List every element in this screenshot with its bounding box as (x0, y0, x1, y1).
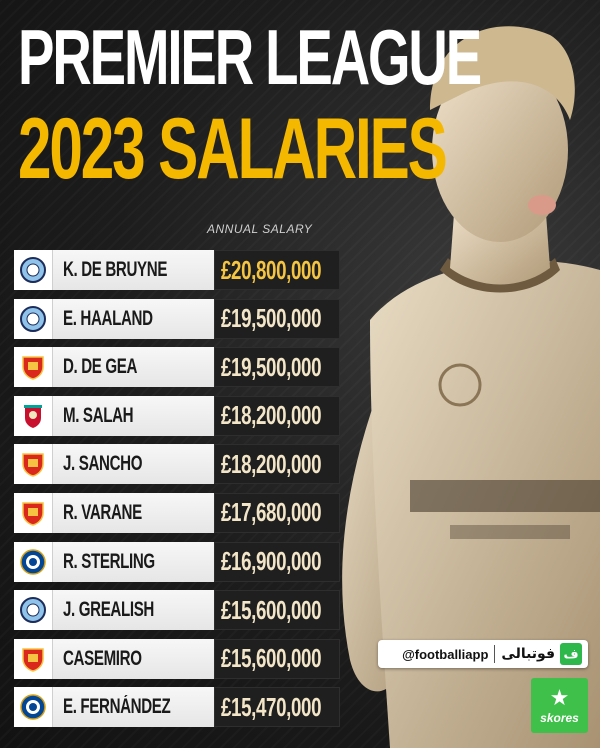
title-line-1: PREMIER LEAGUE (18, 13, 482, 101)
player-photo (330, 0, 600, 748)
man-city-crest-icon (14, 298, 53, 339)
brand-name: فوتبالی (501, 646, 555, 662)
player-salary: £18,200,000 (221, 448, 322, 479)
footballi-logo-icon: ف (560, 643, 582, 665)
player-illustration-icon (342, 26, 600, 748)
headline: PREMIER LEAGUE 2023 SALARIES (18, 18, 600, 192)
watermark-banner: @footballiapp فوتبالی ف (378, 640, 588, 668)
player-salary: £19,500,000 (221, 303, 322, 334)
player-salary: £18,200,000 (221, 400, 322, 431)
man-united-crest-icon (14, 492, 53, 533)
man-united-crest-icon (14, 347, 53, 388)
divider (494, 645, 496, 663)
player-salary: £17,680,000 (221, 497, 322, 528)
social-handle: @footballiapp (402, 646, 489, 662)
man-united-crest-icon (14, 638, 53, 679)
chelsea-crest-icon (14, 541, 53, 582)
skores-label: skores (540, 710, 579, 725)
list-item: E. HAALAND £19,500,000 (14, 298, 340, 339)
title-line-2: 2023 SALARIES (18, 101, 448, 197)
skores-badge: ★ skores (531, 678, 588, 733)
player-name: J. SANCHO (62, 452, 142, 476)
column-label: ANNUAL SALARY (207, 222, 313, 236)
player-name: CASEMIRO (62, 646, 142, 670)
player-salary: £15,470,000 (221, 691, 322, 722)
list-item: E. FERNÁNDEZ £15,470,000 (14, 687, 340, 728)
player-name: J. GREALISH (62, 598, 154, 622)
player-name: K. DE BRUYNE (62, 258, 167, 281)
player-name: R. STERLING (62, 549, 155, 573)
man-city-crest-icon (14, 250, 53, 290)
list-item: K. DE BRUYNE £20,800,000 (14, 250, 340, 290)
player-salary: £15,600,000 (221, 594, 322, 625)
liverpool-crest-icon (14, 395, 53, 436)
star-icon: ★ (549, 684, 570, 710)
player-salary: £20,800,000 (221, 254, 322, 285)
salary-list: K. DE BRUYNE £20,800,000 E. HAALAND £19,… (14, 250, 340, 736)
player-name: E. FERNÁNDEZ (62, 695, 171, 719)
list-item: R. STERLING £16,900,000 (14, 541, 340, 582)
player-name: M. SALAH (62, 403, 134, 427)
list-item: J. SANCHO £18,200,000 (14, 444, 340, 485)
chelsea-crest-icon (14, 687, 53, 728)
man-city-crest-icon (14, 590, 53, 631)
list-item: J. GREALISH £15,600,000 (14, 590, 340, 631)
player-name: D. DE GEA (62, 355, 137, 379)
player-name: E. HAALAND (62, 306, 153, 330)
list-item: D. DE GEA £19,500,000 (14, 347, 340, 388)
player-salary: £19,500,000 (221, 351, 322, 382)
player-salary: £15,600,000 (221, 643, 322, 674)
man-united-crest-icon (14, 444, 53, 485)
list-item: R. VARANE £17,680,000 (14, 492, 340, 533)
player-name: R. VARANE (62, 500, 142, 524)
list-item: CASEMIRO £15,600,000 (14, 638, 340, 679)
player-salary: £16,900,000 (221, 546, 322, 577)
list-item: M. SALAH £18,200,000 (14, 395, 340, 436)
